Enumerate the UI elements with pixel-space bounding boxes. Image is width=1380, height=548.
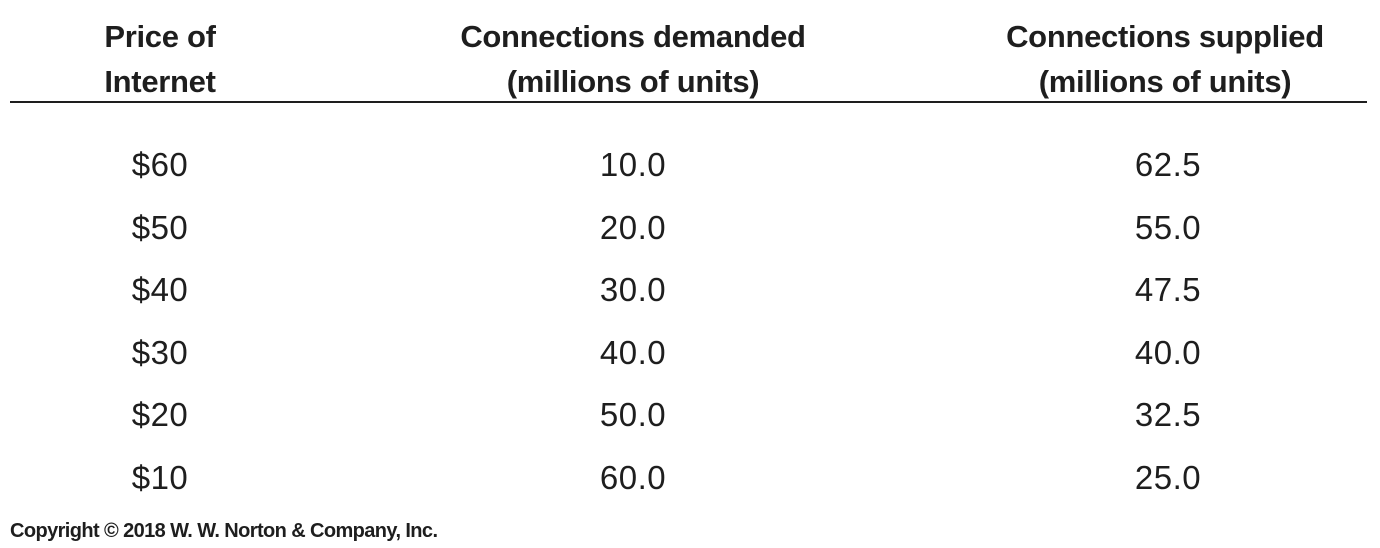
table-row: $60 10.0 62.5 (0, 134, 1380, 197)
header-supplied-line2: (millions of units) (1038, 64, 1292, 99)
cell-supplied: 40.0 (1134, 333, 1202, 371)
cell-price: $30 (131, 333, 189, 371)
header-connections-supplied: Connections supplied (millions of units) (965, 14, 1365, 104)
cell-demanded: 30.0 (599, 271, 667, 309)
header-supplied-line1: Connections supplied (1006, 19, 1324, 54)
table-body: $60 10.0 62.5 $50 20.0 55.0 $40 30.0 47.… (0, 134, 1380, 510)
cell-demanded: 50.0 (599, 396, 667, 434)
cell-supplied: 55.0 (1134, 208, 1202, 246)
cell-supplied: 32.5 (1134, 396, 1202, 434)
header-price-line2: Internet (104, 64, 216, 99)
cell-price: $40 (131, 271, 189, 309)
cell-price: $50 (131, 208, 189, 246)
header-price: Price of Internet (60, 14, 260, 104)
table-row: $10 60.0 25.0 (0, 447, 1380, 510)
cell-price: $10 (131, 458, 189, 496)
table-row: $20 50.0 32.5 (0, 384, 1380, 447)
table-row: $40 30.0 47.5 (0, 259, 1380, 322)
cell-price: $20 (131, 396, 189, 434)
cell-demanded: 60.0 (599, 458, 667, 496)
header-divider (10, 101, 1367, 103)
cell-price: $60 (131, 146, 189, 183)
cell-supplied: 25.0 (1134, 458, 1202, 496)
table-row: $50 20.0 55.0 (0, 197, 1380, 260)
header-demanded-line1: Connections demanded (460, 19, 806, 54)
header-demanded-line2: (millions of units) (506, 64, 760, 99)
header-price-line1: Price of (104, 19, 216, 54)
cell-supplied: 62.5 (1134, 146, 1202, 183)
copyright-notice: Copyright © 2018 W. W. Norton & Company,… (10, 520, 438, 542)
header-connections-demanded: Connections demanded (millions of units) (433, 14, 833, 104)
table-row: $30 40.0 40.0 (0, 322, 1380, 385)
cell-demanded: 20.0 (599, 208, 667, 246)
cell-demanded: 10.0 (599, 146, 667, 183)
cell-demanded: 40.0 (599, 333, 667, 371)
cell-supplied: 47.5 (1134, 271, 1202, 309)
